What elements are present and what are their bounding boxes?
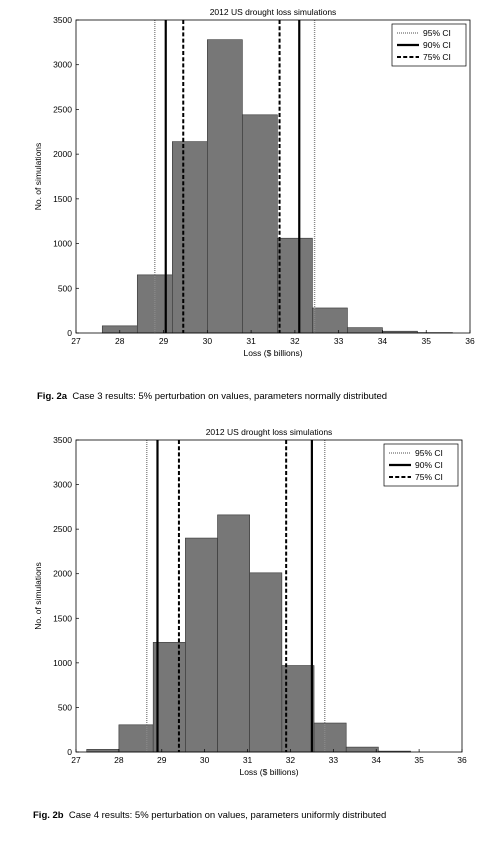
histogram-chart-2b: 2012 US drought loss simulations 27 28 29 3… — [33, 427, 467, 777]
x-tick-label: 28 — [115, 336, 125, 346]
y-tick-label: 1000 — [53, 239, 72, 249]
legend-label: 75% CI — [415, 472, 443, 482]
histogram-bar — [86, 749, 120, 753]
histogram-bar — [207, 39, 243, 334]
x-tick-label: 33 — [329, 755, 339, 765]
x-tick-label: 36 — [457, 755, 467, 765]
legend-label: 90% CI — [415, 460, 443, 470]
x-tick-label: 29 — [157, 755, 167, 765]
x-tick-label: 34 — [378, 336, 388, 346]
figure-caption-text: Case 3 results: 5% perturbation on value… — [72, 391, 388, 402]
x-tick-label: 28 — [114, 755, 124, 765]
y-axis-label: No. of simulations — [33, 562, 43, 630]
x-tick-label: 33 — [334, 336, 344, 346]
legend-label: 95% CI — [415, 448, 443, 458]
histogram-bar — [313, 722, 347, 753]
histogram-bar — [277, 237, 313, 334]
x-tick-label: 27 — [71, 755, 81, 765]
histogram-chart-2a: 2012 US drought loss simulations 27 28 29 3… — [33, 7, 475, 358]
histogram-bar — [242, 114, 278, 334]
histogram-bar — [249, 572, 283, 753]
x-axis-label: Loss ($ billions) — [243, 348, 302, 358]
histogram-bars — [101, 39, 453, 334]
histogram-bars — [86, 514, 411, 753]
x-tick-label: 35 — [414, 755, 424, 765]
ci-lines — [146, 440, 326, 752]
x-axis-label: Loss ($ billions) — [239, 767, 298, 777]
y-tick-label: 3500 — [53, 435, 72, 445]
y-tick-label: 500 — [58, 283, 72, 293]
histogram-bar — [347, 327, 383, 334]
x-tick-label: 34 — [371, 755, 381, 765]
x-axis-ticks: 27 28 29 30 31 32 33 34 35 36 — [71, 330, 475, 346]
y-tick-label: 3000 — [53, 60, 72, 70]
histogram-bar — [281, 665, 315, 753]
histogram-bar — [217, 514, 251, 753]
x-tick-label: 35 — [421, 336, 431, 346]
x-tick-label: 29 — [159, 336, 169, 346]
legend-label: 75% CI — [423, 52, 451, 62]
y-tick-label: 3500 — [53, 15, 72, 25]
legend-label: 95% CI — [423, 28, 451, 38]
chart-title: 2012 US drought loss simulations — [206, 427, 333, 437]
chart-legend: 95% CI 90% CI 75% CI — [383, 443, 459, 487]
figure-caption-2b: Fig. 2b Case 4 results: 5% perturbation … — [33, 810, 386, 821]
histogram-bar — [185, 537, 218, 753]
y-tick-label: 0 — [67, 747, 72, 757]
x-tick-label: 30 — [200, 755, 210, 765]
figure-caption-text: Case 4 results: 5% perturbation on value… — [68, 810, 387, 821]
histogram-bar — [312, 307, 348, 334]
chart-title: 2012 US drought loss simulations — [210, 7, 337, 17]
legend-label: 90% CI — [423, 40, 451, 50]
y-tick-label: 500 — [58, 702, 72, 712]
y-tick-label: 2500 — [53, 524, 72, 534]
y-axis-ticks: 0 500 1000 1500 2000 2500 3000 3500 — [53, 435, 79, 757]
figure-caption-label: Fig. 2a — [37, 391, 68, 402]
plot-frame — [75, 19, 471, 334]
figure-caption-2a: Fig. 2a Case 3 results: 5% perturbation … — [37, 391, 387, 402]
chart-legend: 95% CI 90% CI 75% CI — [391, 23, 467, 67]
plot-frame — [75, 439, 463, 753]
x-tick-label: 31 — [246, 336, 256, 346]
x-tick-label: 30 — [203, 336, 213, 346]
y-axis-ticks: 0 500 1000 1500 2000 2500 3000 3500 — [53, 15, 79, 338]
figure-caption-label: Fig. 2b — [33, 810, 64, 821]
x-axis-ticks: 27 28 29 30 31 32 33 34 35 36 — [71, 749, 467, 765]
ci-lines — [154, 20, 316, 333]
x-tick-label: 27 — [71, 336, 81, 346]
x-tick-label: 32 — [290, 336, 300, 346]
y-tick-label: 0 — [67, 328, 72, 338]
histogram-bar — [172, 141, 208, 334]
y-tick-label: 1500 — [53, 194, 72, 204]
y-tick-label: 1500 — [53, 613, 72, 623]
y-tick-label: 2500 — [53, 104, 72, 114]
y-tick-label: 2000 — [53, 569, 72, 579]
y-axis-label: No. of simulations — [33, 143, 43, 211]
x-tick-label: 31 — [243, 755, 253, 765]
y-tick-label: 1000 — [53, 658, 72, 668]
histogram-bar — [118, 724, 154, 753]
y-tick-label: 3000 — [53, 480, 72, 490]
y-tick-label: 2000 — [53, 149, 72, 159]
histogram-bar — [345, 746, 379, 753]
x-tick-label: 32 — [286, 755, 296, 765]
x-tick-label: 36 — [465, 336, 475, 346]
